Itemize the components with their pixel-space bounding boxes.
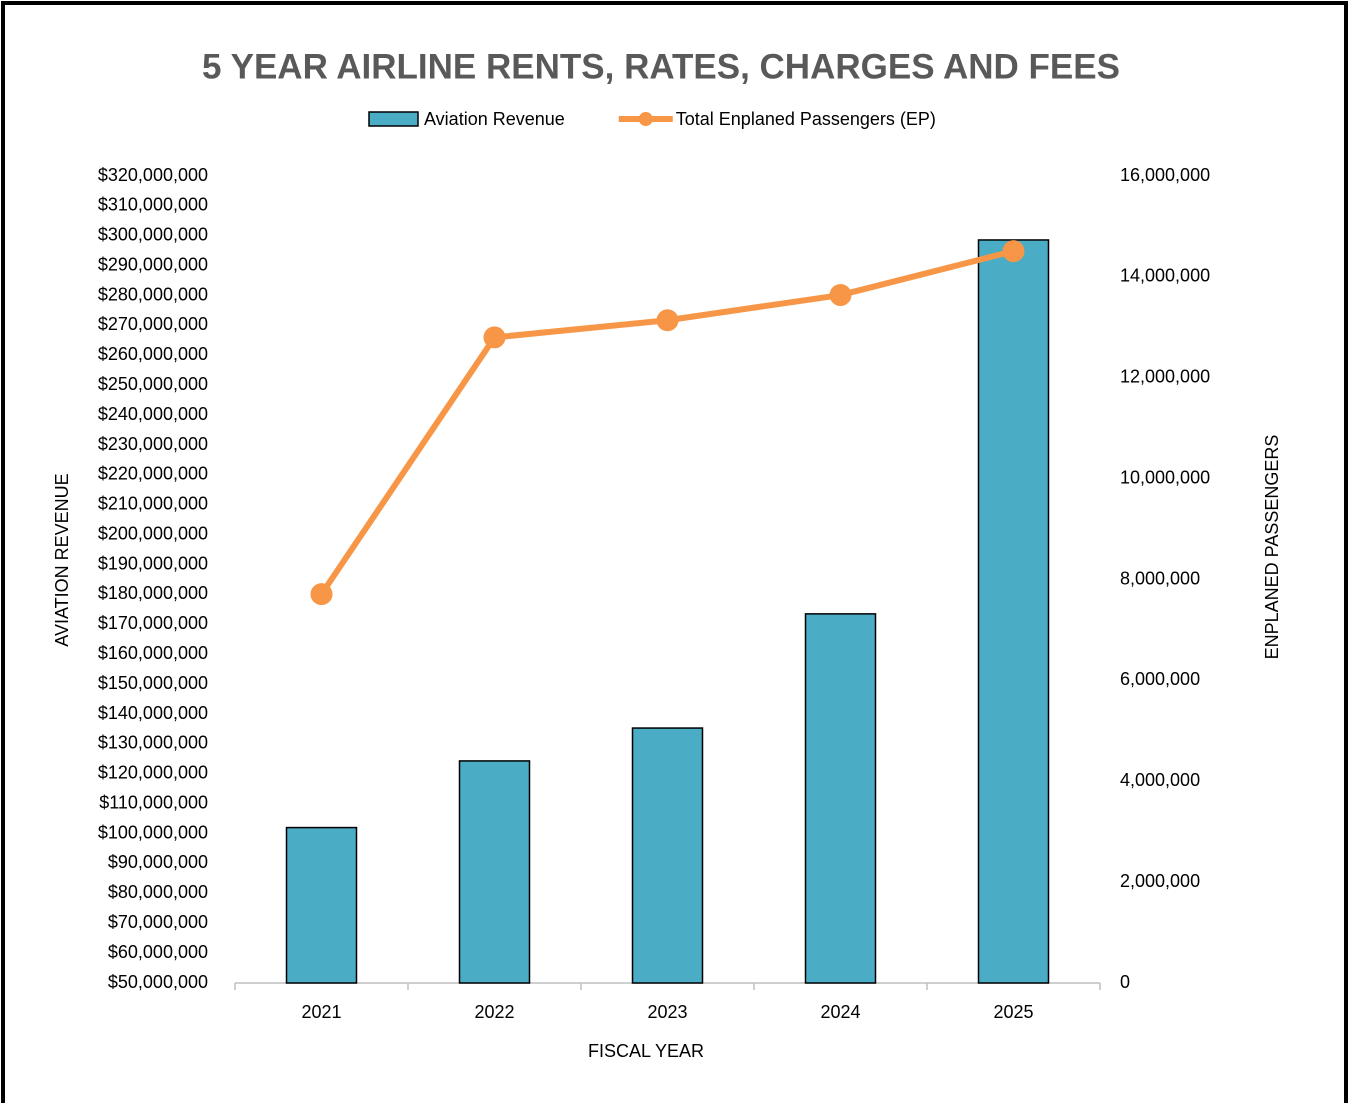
y2-tick-label: 6,000,000 [1120,669,1200,689]
y-tick-label: $150,000,000 [98,673,208,693]
line-marker [656,309,679,332]
legend-swatch-marker [638,112,653,126]
y-tick-label: $250,000,000 [98,374,208,394]
y2-tick-label: 16,000,000 [1120,165,1210,185]
y2-tick-label: 12,000,000 [1120,367,1210,387]
y-axis-title: AVIATION REVENUE [52,473,72,646]
y-tick-label: $110,000,000 [99,792,208,812]
y-tick-label: $210,000,000 [98,494,208,514]
y2-tick-label: 2,000,000 [1120,871,1200,891]
y-tick-label: $80,000,000 [108,882,208,902]
y-tick-label: $200,000,000 [98,523,208,543]
y-tick-label: $230,000,000 [98,434,208,454]
y-tick-label: $140,000,000 [98,703,208,723]
y-tick-label: $60,000,000 [108,942,208,962]
bar [458,760,531,984]
x-tick-label: 2025 [993,1002,1033,1022]
y2-tick-label: 4,000,000 [1120,770,1200,790]
y-tick-label: $260,000,000 [98,344,208,364]
y-tick-label: $310,000,000 [98,195,208,215]
x-tick-label: 2024 [820,1002,860,1022]
x-tick-label: 2022 [474,1002,514,1022]
legend-label: Aviation Revenue [424,109,565,129]
line-marker [310,583,333,606]
y-tick-label: $240,000,000 [98,404,208,424]
y-tick-label: $130,000,000 [98,733,208,753]
y-tick-label: $90,000,000 [108,852,208,872]
x-tick-label: 2021 [301,1002,341,1022]
y2-tick-label: 0 [1120,972,1130,992]
bar [631,727,704,984]
y-tick-label: $180,000,000 [98,583,208,603]
y-tick-label: $100,000,000 [98,822,208,842]
y-tick-label: $190,000,000 [98,553,208,573]
y2-tick-label: 10,000,000 [1120,467,1210,487]
line-marker [1002,240,1025,263]
legend-swatch [368,111,419,127]
y-tick-label: $50,000,000 [108,972,208,992]
line-marker [483,326,506,349]
y-tick-label: $290,000,000 [98,254,208,274]
y2-axis-title: ENPLANED PASSENGERS [1262,435,1282,660]
bar [977,239,1050,984]
y-tick-label: $70,000,000 [108,912,208,932]
y-tick-label: $170,000,000 [98,613,208,633]
y2-tick-label: 8,000,000 [1120,568,1200,588]
line-marker [829,284,852,307]
legend-label: Total Enplaned Passengers (EP) [676,109,936,129]
y-tick-label: $160,000,000 [98,643,208,663]
bar [804,613,877,984]
y-tick-label: $220,000,000 [98,464,208,484]
chart-title: 5 YEAR AIRLINE RENTS, RATES, CHARGES AND… [202,47,1120,86]
y-tick-label: $280,000,000 [98,284,208,304]
x-axis-title: FISCAL YEAR [588,1041,704,1061]
x-tick-label: 2023 [647,1002,687,1022]
y-tick-label: $120,000,000 [98,763,208,783]
y-tick-label: $320,000,000 [98,165,208,185]
bar [285,826,358,984]
y-tick-label: $300,000,000 [98,225,208,245]
y-tick-label: $270,000,000 [98,314,208,334]
y2-tick-label: 14,000,000 [1120,266,1210,286]
